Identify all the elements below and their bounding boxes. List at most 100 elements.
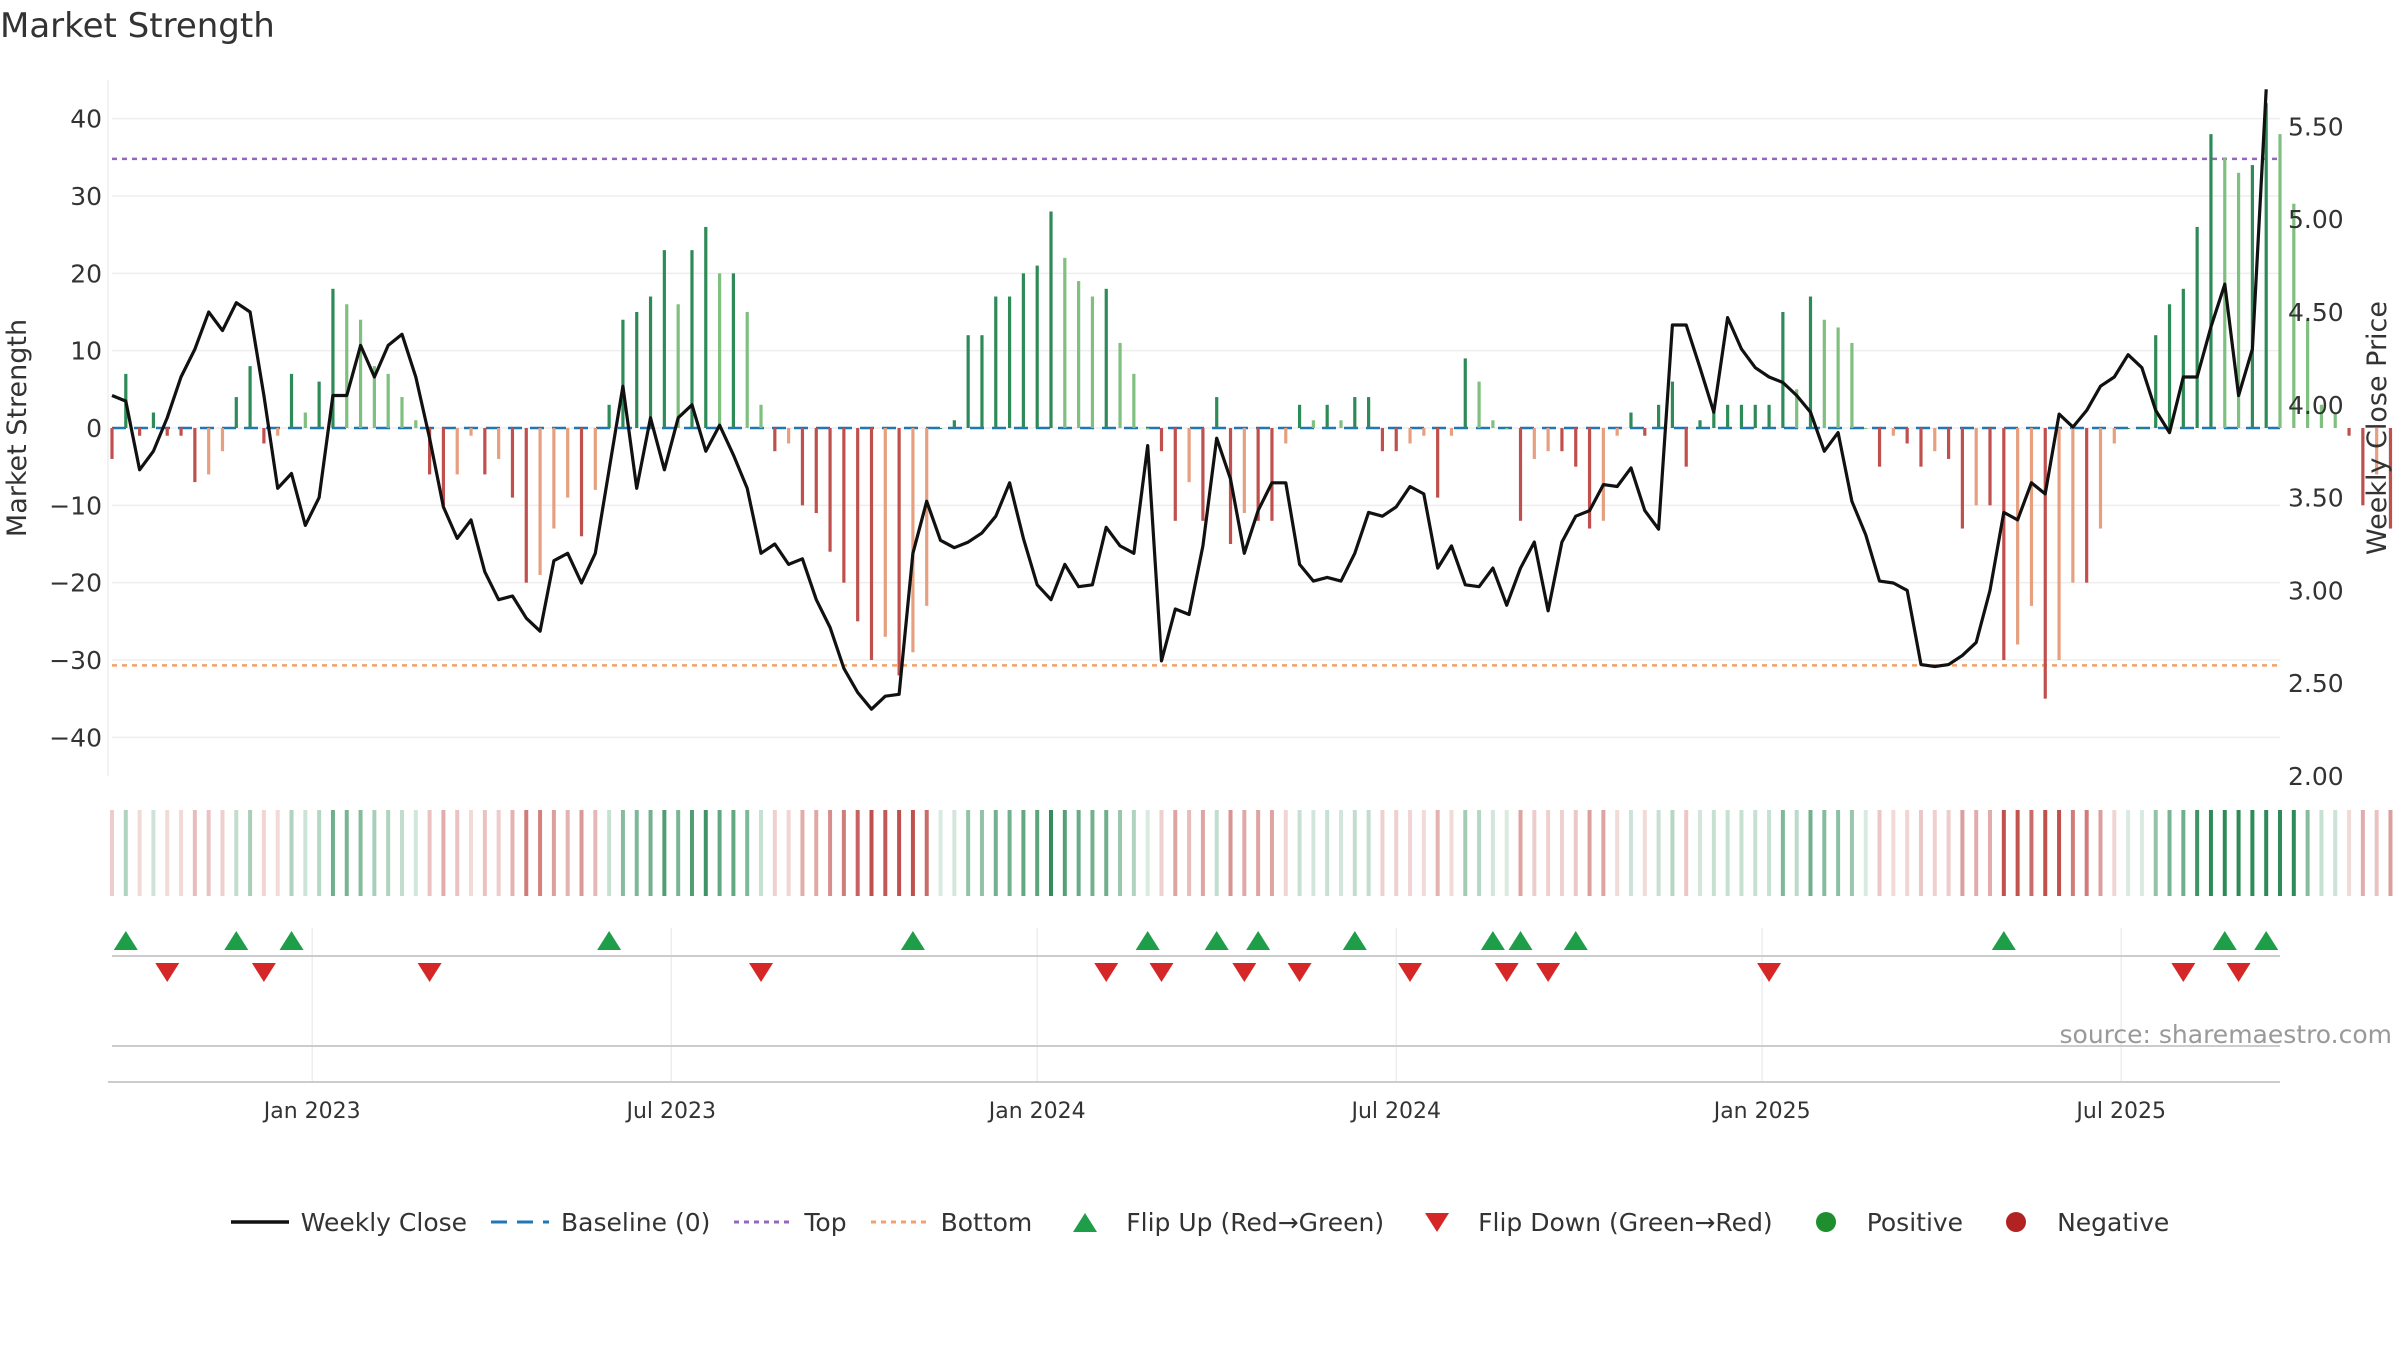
regime-strip-bar	[607, 810, 612, 896]
strength-bar	[110, 428, 114, 459]
legend-label: Flip Down (Green→Red)	[1478, 1208, 1773, 1237]
regime-strip-bar	[897, 810, 902, 896]
strength-bar	[372, 366, 376, 428]
legend-item-bottom[interactable]: Bottom	[870, 1208, 1032, 1237]
strength-bar	[566, 428, 570, 498]
regime-strip-bar	[2305, 810, 2310, 896]
regime-strip-bar	[1767, 810, 1772, 896]
legend-item-flip-up[interactable]: Flip Up (Red→Green)	[1056, 1208, 1384, 1237]
strength-bar	[2071, 428, 2075, 583]
legend-item-baseline[interactable]: Baseline (0)	[491, 1208, 710, 1237]
legend-item-positive[interactable]: Positive	[1797, 1208, 1963, 1237]
regime-strip-bar	[2001, 810, 2006, 896]
strength-bar	[1808, 296, 1813, 428]
regime-strip-bar	[565, 810, 570, 896]
strength-bar	[2347, 428, 2351, 436]
regime-strip-bar	[441, 810, 446, 896]
strength-bar	[1518, 428, 1523, 521]
regime-strip-bar	[1988, 810, 1993, 896]
regime-strip-bar	[248, 810, 253, 896]
regime-strip-bar	[386, 810, 391, 896]
strength-bar	[2126, 428, 2130, 429]
strength-bar	[2278, 134, 2282, 428]
regime-strip-bar	[1670, 810, 1675, 896]
regime-strip-bar	[1228, 810, 1233, 896]
x-tick-label: Jul 2024	[1349, 1099, 1441, 1124]
strength-bar	[800, 428, 805, 506]
regime-strip-bar	[1035, 810, 1040, 896]
regime-strip-bar	[1946, 810, 1951, 896]
strength-bar	[1367, 397, 1371, 428]
strength-bar	[469, 428, 473, 436]
flip-down-marker	[155, 963, 180, 982]
regime-strip-bar	[2222, 810, 2227, 896]
regime-strip-bar	[676, 810, 681, 896]
strength-bar	[1394, 428, 1398, 452]
regime-strip-bar	[1573, 810, 1578, 896]
strength-bar	[289, 373, 294, 428]
strength-bar	[151, 412, 156, 428]
flip-down-marker	[2226, 963, 2251, 982]
regime-strip-bar	[137, 810, 142, 896]
regime-strip-bar	[2070, 810, 2075, 896]
regime-strip-bar	[1490, 810, 1495, 896]
regime-strip-bar	[1200, 810, 1205, 896]
strength-bar	[2112, 428, 2116, 444]
regime-strip-bar	[192, 810, 197, 896]
regime-strip-bar	[1338, 810, 1343, 896]
regime-strip-bar	[1822, 810, 1827, 896]
y-tick-label-left: 20	[70, 259, 102, 288]
regime-strip-bar	[2250, 810, 2255, 896]
strength-bar	[1560, 428, 1564, 452]
flip-down-marker	[417, 963, 442, 982]
strength-bar	[2375, 428, 2379, 475]
legend-swatch	[2006, 1211, 2027, 1232]
strength-bar	[1601, 428, 1605, 521]
regime-strip-bar	[966, 810, 971, 896]
regime-strip-bar	[1504, 810, 1509, 896]
regime-strip-bar	[2139, 810, 2144, 896]
legend-label: Flip Up (Red→Green)	[1126, 1208, 1385, 1237]
strength-bar	[1256, 428, 1260, 521]
y-tick-label-left: −30	[49, 646, 102, 675]
flip-up-marker	[900, 931, 925, 950]
flip-down-marker	[1536, 963, 1561, 982]
strength-bar	[276, 428, 280, 436]
regime-strip-bar	[2319, 810, 2324, 896]
regime-strip-bar	[510, 810, 515, 896]
flip-down-marker	[1287, 963, 1312, 982]
legend-item-negative[interactable]: Negative	[1987, 1208, 2169, 1237]
strength-bar	[856, 428, 860, 622]
strength-bar	[1173, 428, 1177, 521]
regime-strip-bar	[634, 810, 639, 896]
strength-bar	[662, 250, 666, 428]
strength-bar	[717, 273, 722, 428]
regime-strip-bar	[1283, 810, 1288, 896]
flip-up-marker	[1135, 931, 1160, 950]
legend-item-close[interactable]: Weekly Close	[230, 1208, 467, 1237]
regime-strip-bar	[1269, 810, 1274, 896]
strength-bar	[2029, 428, 2034, 606]
strength-bar	[1035, 265, 1039, 428]
regime-strip-bar	[2015, 810, 2020, 896]
regime-strip-bar	[759, 810, 764, 896]
legend: Weekly Close Baseline (0) Top Bottom Flip Up…	[0, 1208, 2400, 1237]
legend-item-top[interactable]: Top	[734, 1208, 847, 1237]
strength-bar	[1463, 358, 1467, 428]
legend-item-flip-down[interactable]: Flip Down (Green→Red)	[1408, 1208, 1773, 1237]
strength-bar	[138, 428, 142, 436]
regime-strip-bar	[1049, 810, 1054, 896]
legend-label: Top	[804, 1208, 847, 1237]
strength-bar	[2306, 319, 2310, 428]
flip-up-marker	[2212, 931, 2237, 950]
regime-strip-bar	[2043, 810, 2048, 896]
regime-strip-bar	[593, 810, 598, 896]
strength-bar	[1215, 397, 1219, 428]
strength-bar	[1436, 428, 1440, 498]
strength-bar	[745, 312, 749, 428]
regime-strip-bar	[1974, 810, 1979, 896]
legend-swatch	[870, 1220, 929, 1223]
regime-strip-bar	[1877, 810, 1882, 896]
flip-down-marker	[749, 963, 774, 982]
y-tick-label-right: 4.50	[2288, 298, 2344, 327]
